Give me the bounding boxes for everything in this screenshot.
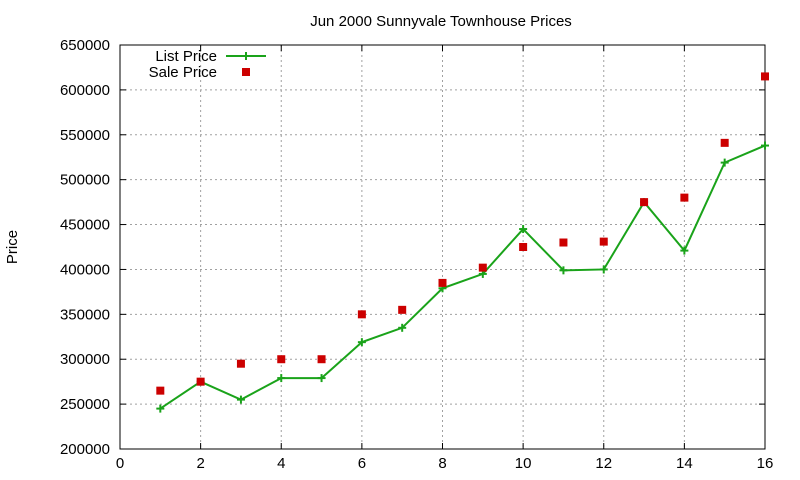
y-tick-label: 600000 (60, 82, 110, 99)
y-tick-label: 450000 (60, 217, 110, 234)
sale-price-point (317, 355, 326, 364)
sale-price-point (236, 359, 245, 368)
chart-title: Jun 2000 Sunnyvale Townhouse Prices (310, 13, 572, 30)
x-tick-label: 14 (676, 455, 693, 472)
sale-price-point (277, 355, 286, 364)
list-price-point (156, 404, 165, 413)
series-sale-price (156, 72, 769, 395)
sale-price-point (156, 386, 165, 395)
x-tick-label: 4 (277, 455, 285, 472)
sale-price-point (357, 310, 366, 319)
sale-price-point (720, 138, 729, 147)
list-price-point (357, 338, 366, 347)
x-tick-label: 12 (595, 455, 612, 472)
y-tick-label: 550000 (60, 127, 110, 144)
sale-price-point (196, 377, 205, 386)
y-axis-label: Price (4, 230, 21, 264)
x-tick-label: 2 (196, 455, 204, 472)
sale-price-point (640, 198, 649, 207)
sale-price-point (599, 237, 608, 246)
y-tick-label: 300000 (60, 351, 110, 368)
series (156, 72, 769, 413)
x-tick-label: 16 (757, 455, 774, 472)
list-price-point (398, 323, 407, 332)
x-tick-label: 6 (358, 455, 366, 472)
sale-price-point (559, 238, 568, 247)
axis-ticks: 200000 250000 300000 350000 400000 450000 5000… (60, 37, 773, 472)
list-price-line (159, 144, 766, 410)
y-tick-label: 250000 (60, 396, 110, 413)
list-price-point (599, 265, 608, 274)
list-price-point (236, 395, 245, 404)
x-tick-label: 10 (515, 455, 532, 472)
sale-price-point (398, 305, 407, 314)
sale-price-point (519, 243, 528, 251)
list-price-point (559, 266, 568, 275)
list-price-point (317, 374, 326, 383)
list-price-point (680, 246, 689, 255)
legend-label: List Price (155, 48, 217, 65)
list-price-point (277, 374, 286, 383)
y-tick-label: 650000 (60, 37, 110, 54)
y-tick-label: 200000 (60, 441, 110, 458)
legend-label: Sale Price (149, 64, 217, 81)
y-tick-label: 350000 (60, 306, 110, 323)
sale-price-point (438, 278, 447, 287)
list-price-point (519, 225, 528, 234)
series-list-price (156, 141, 769, 413)
x-tick-label: 8 (438, 455, 446, 472)
y-tick-label: 500000 (60, 172, 110, 189)
x-tick-label: 0 (116, 455, 124, 472)
legend-point-swatch (242, 52, 250, 60)
list-price-point (761, 141, 769, 150)
sale-price-point (680, 193, 689, 202)
sale-price-point (761, 72, 769, 81)
sale-price-point (478, 263, 487, 272)
y-tick-label: 400000 (60, 261, 110, 278)
legend-point-swatch (242, 68, 250, 76)
list-price-point (720, 158, 729, 167)
